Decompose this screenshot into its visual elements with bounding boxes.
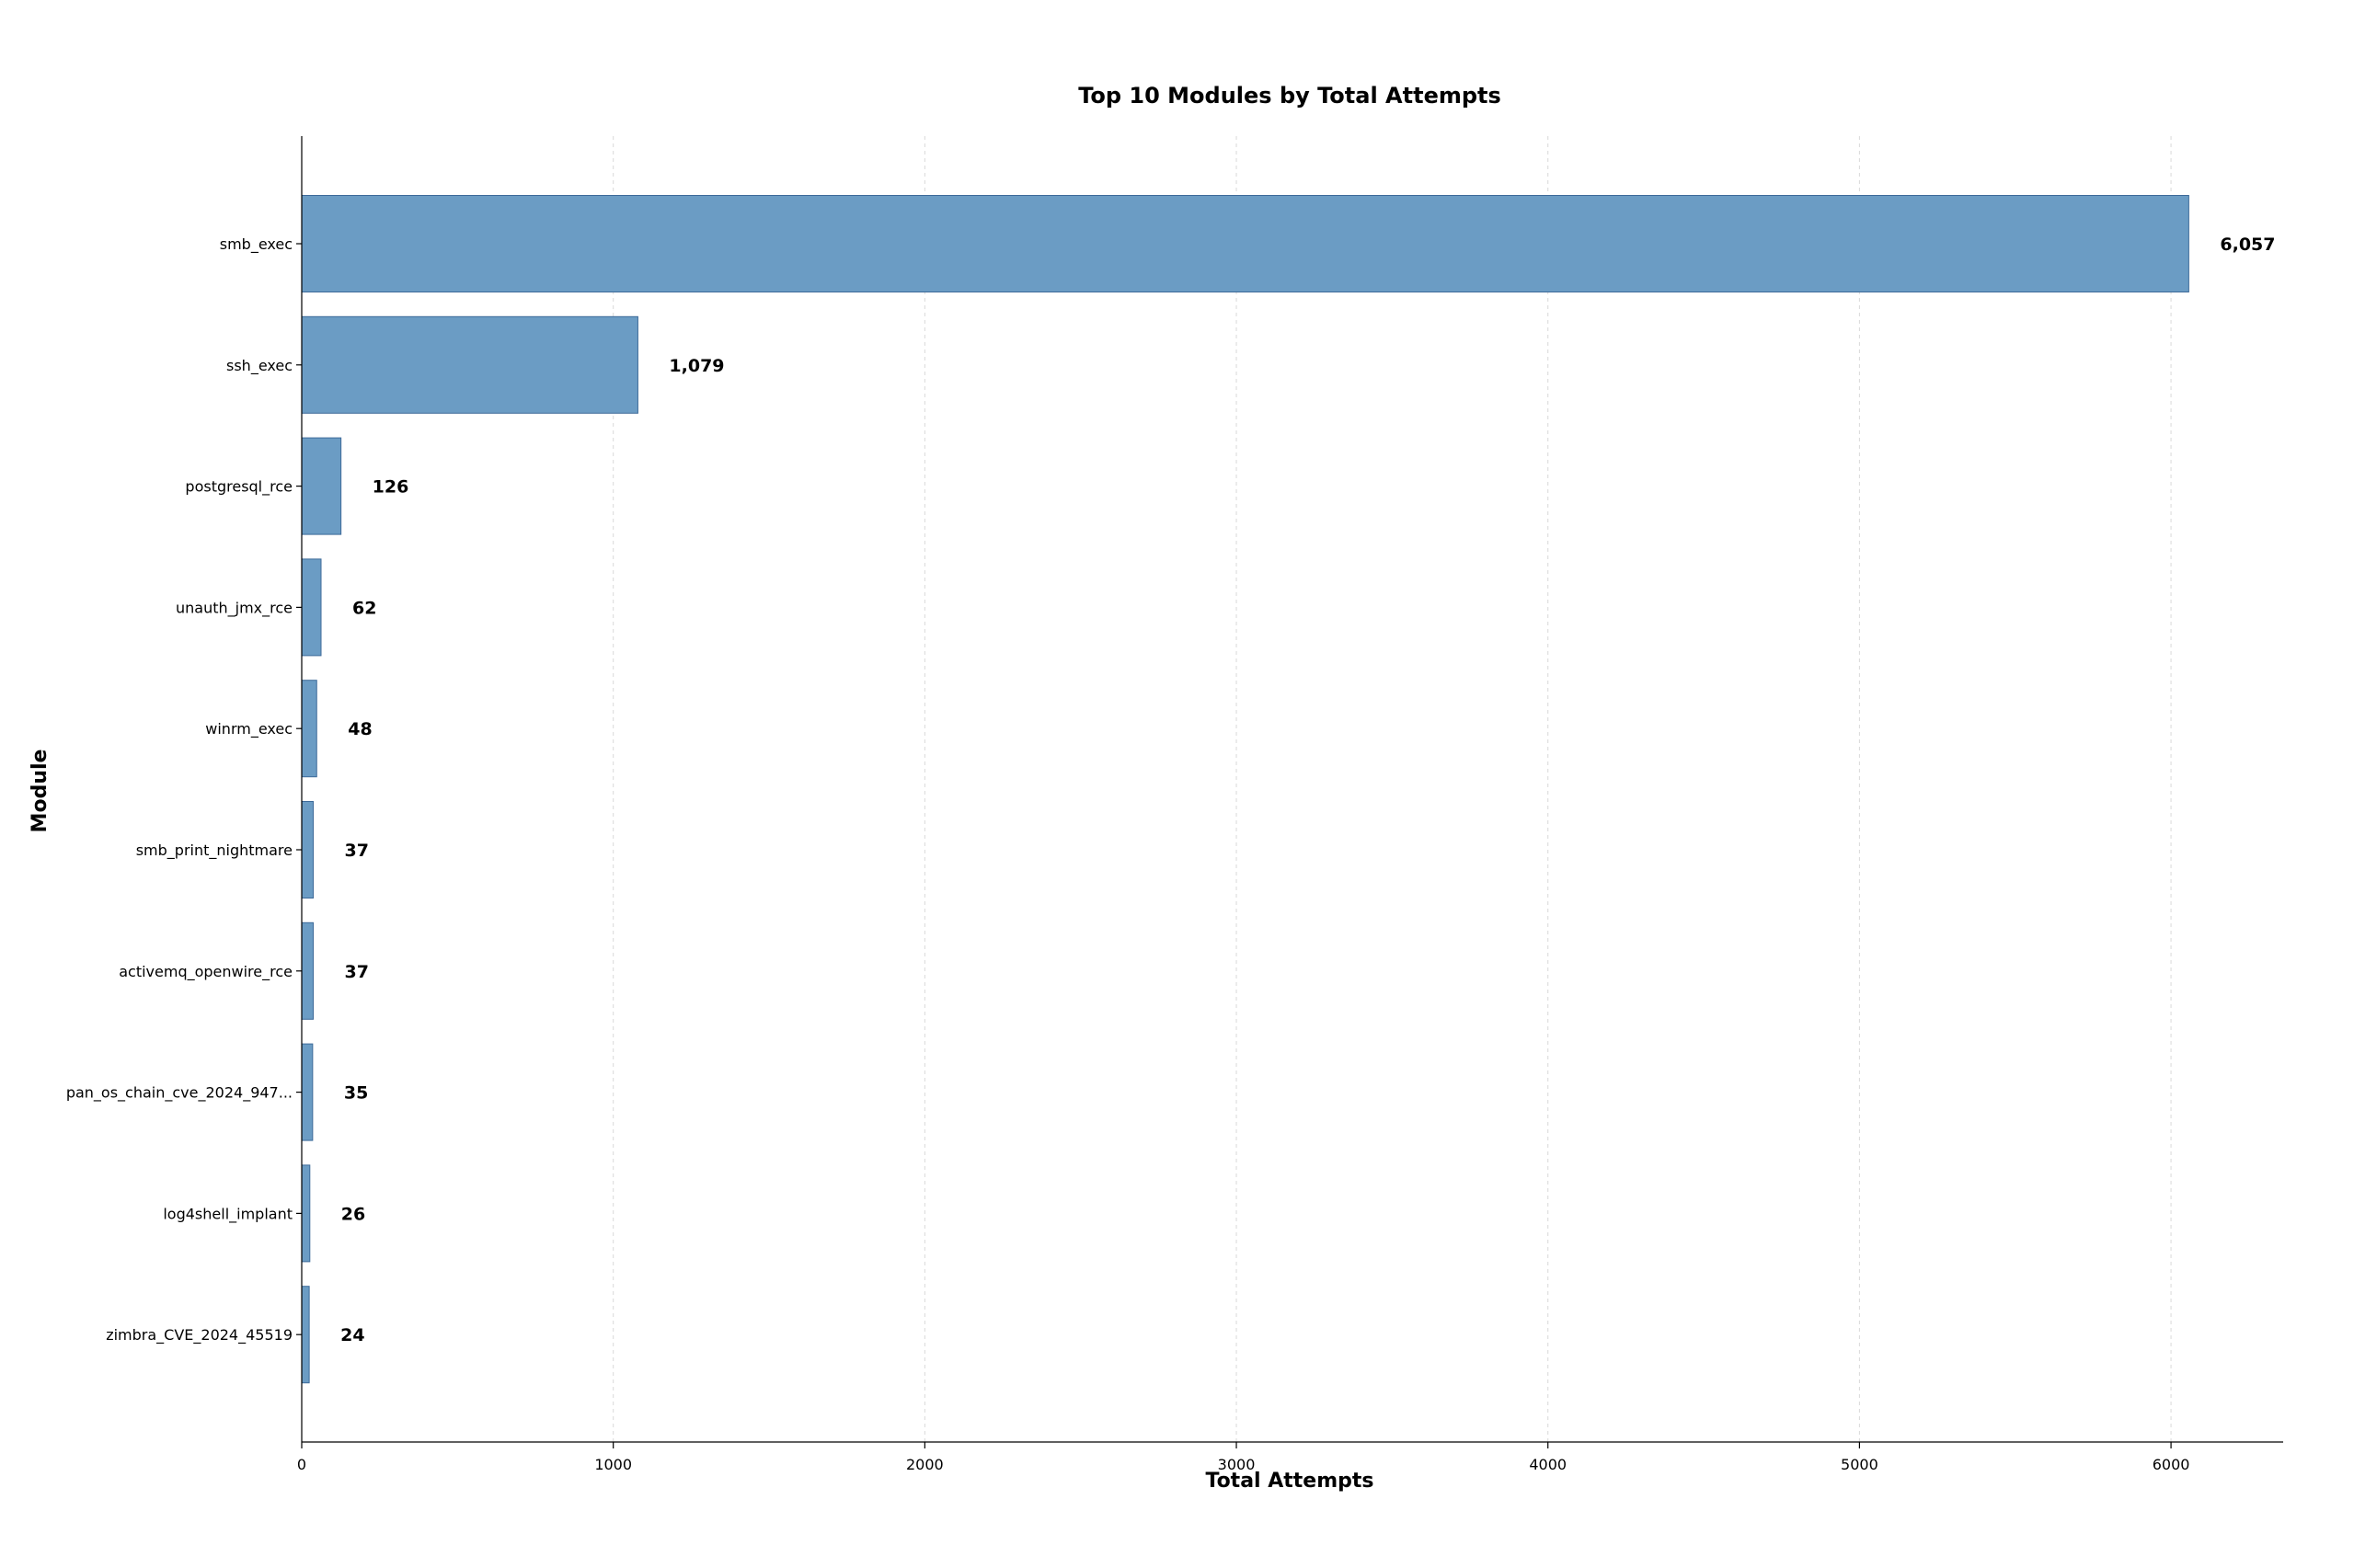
- x-tick-label-4000: 4000: [1529, 1456, 1567, 1473]
- y-axis-title: Module: [29, 750, 52, 833]
- data-label-pan_os_chain_cve_2024_947...: 35: [344, 1083, 368, 1104]
- bar-pan_os_chain_cve_2024_947...: [301, 1043, 314, 1141]
- y-tick-label-unauth_jmx_rce: unauth_jmx_rce: [176, 599, 293, 617]
- x-tick-label-6000: 6000: [2153, 1456, 2190, 1473]
- y-tick-label-postgresql_rce: postgresql_rce: [185, 478, 293, 497]
- y-axis: smb_exec ssh_exec postgresql_rce unauth_jmx…: [66, 136, 303, 1442]
- bars: [301, 195, 2189, 1384]
- chart-title: Top 10 Modules by Total Attempts: [1078, 83, 1501, 109]
- data-label-ssh_exec: 1,079: [669, 356, 724, 376]
- bar-ssh_exec: [301, 315, 638, 414]
- bar-winrm_exec: [301, 680, 317, 778]
- data-labels: 6,057 1,079 126 62 48 37 37 35 26 24: [340, 235, 2275, 1345]
- data-label-smb_exec: 6,057: [2220, 235, 2275, 255]
- bar-postgresql_rce: [301, 437, 342, 535]
- y-tick-label-pan_os_chain_cve_2024_947...: pan_os_chain_cve_2024_947...: [66, 1084, 293, 1103]
- y-tick-label-log4shell_implant: log4shell_implant: [163, 1205, 293, 1223]
- y-tick-label-activemq_openwire_rce: activemq_openwire_rce: [119, 963, 293, 981]
- y-tick-label-smb_print_nightmare: smb_print_nightmare: [136, 841, 293, 860]
- bar-activemq_openwire_rce: [301, 921, 315, 1020]
- data-label-postgresql_rce: 126: [373, 477, 409, 498]
- grid-lines: [613, 136, 2172, 1442]
- data-label-activemq_openwire_rce: 37: [345, 962, 369, 982]
- x-tick-label-1000: 1000: [594, 1456, 632, 1473]
- x-axis: 0 1000 2000 3000 4000 5000 6000: [297, 1441, 2283, 1473]
- y-tick-label-zimbra_CVE_2024_45519: zimbra_CVE_2024_45519: [106, 1326, 293, 1345]
- bar-unauth_jmx_rce: [301, 558, 322, 657]
- data-label-unauth_jmx_rce: 62: [352, 598, 376, 618]
- x-tick-label-2000: 2000: [906, 1456, 944, 1473]
- y-tick-label-ssh_exec: ssh_exec: [226, 357, 293, 375]
- bar-zimbra_CVE_2024_45519: [301, 1286, 310, 1384]
- bar-log4shell_implant: [301, 1164, 311, 1263]
- bar-smb_print_nightmare: [301, 801, 315, 898]
- x-tick-label-0: 0: [297, 1456, 306, 1473]
- x-tick-label-5000: 5000: [1841, 1456, 1878, 1473]
- y-tick-label-winrm_exec: winrm_exec: [205, 720, 293, 738]
- data-label-smb_print_nightmare: 37: [345, 841, 369, 861]
- data-label-zimbra_CVE_2024_45519: 24: [340, 1325, 364, 1345]
- x-tick-label-3000: 3000: [1218, 1456, 1256, 1473]
- data-label-log4shell_implant: 26: [341, 1204, 365, 1224]
- y-tick-label-smb_exec: smb_exec: [220, 235, 293, 254]
- data-label-winrm_exec: 48: [348, 719, 372, 739]
- bar-smb_exec: [301, 195, 2189, 292]
- x-axis-title: Total Attempts: [1205, 1470, 1373, 1493]
